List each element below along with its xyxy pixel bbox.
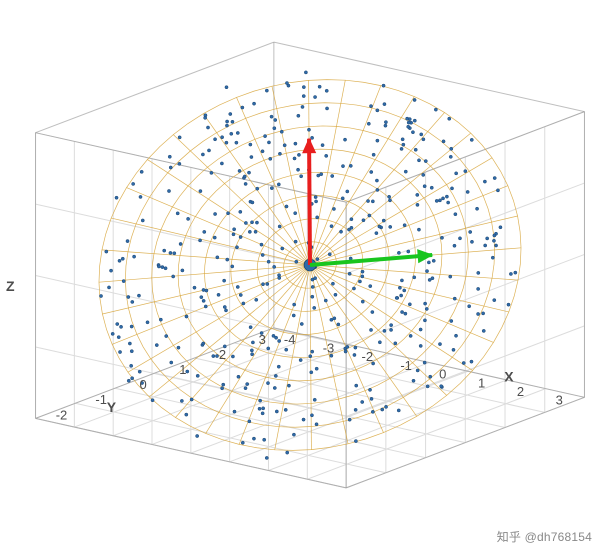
svg-text:-1: -1: [95, 392, 107, 407]
svg-text:2: 2: [219, 347, 226, 362]
svg-text:2: 2: [517, 384, 524, 399]
svg-text:0: 0: [139, 377, 146, 392]
svg-text:-4: -4: [284, 332, 296, 347]
x-axis-label: X: [504, 368, 514, 384]
watermark-text: 知乎 @dh768154: [497, 528, 592, 545]
svg-text:-2: -2: [362, 349, 374, 364]
svg-text:1: 1: [179, 362, 186, 377]
svg-text:3: 3: [259, 332, 266, 347]
svg-text:-2: -2: [56, 407, 68, 422]
svg-text:1: 1: [478, 375, 485, 390]
svg-text:-3: -3: [323, 341, 335, 356]
svg-text:0: 0: [439, 367, 446, 382]
svg-text:3: 3: [556, 393, 563, 408]
figure-container: -4-3-2-101234-3-2-10123-2-1012XY Z 知乎 @d…: [0, 0, 600, 551]
plot-3d-area: -4-3-2-101234-3-2-10123-2-1012XY: [35, 10, 585, 520]
plot-3d-svg: -4-3-2-101234-3-2-10123-2-1012XY: [35, 10, 585, 520]
y-axis-label: Y: [107, 399, 117, 415]
z-axis-label: Z: [6, 278, 15, 294]
svg-text:-1: -1: [400, 358, 412, 373]
